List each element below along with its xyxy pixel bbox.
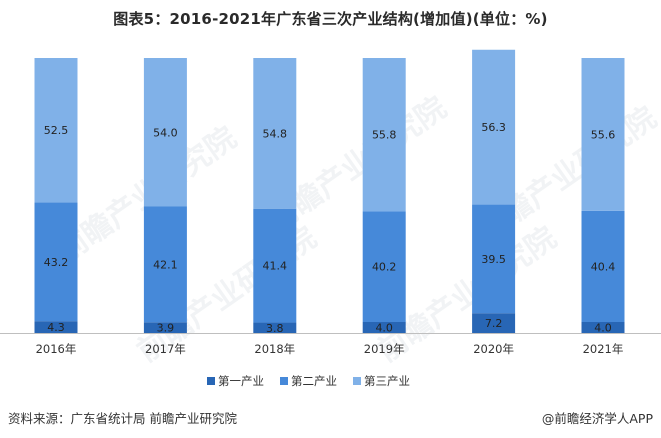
data-label: 4.0 (375, 322, 393, 335)
x-tick-label: 2020年 (473, 342, 514, 356)
data-label: 56.3 (481, 121, 506, 134)
data-label: 54.8 (263, 127, 288, 140)
bar-1-4 (362, 322, 406, 333)
legend-swatch (353, 377, 361, 385)
legend-label: 第二产业 (291, 374, 337, 388)
brand-credit: @前瞻经济学人APP (541, 411, 653, 426)
bar-3-1 (34, 58, 78, 203)
legend-label: 第三产业 (364, 374, 410, 388)
legend-swatch (280, 377, 288, 385)
bar-2-1 (34, 202, 78, 322)
source-note: 资料来源：广东省统计局 前瞻产业研究院 (8, 411, 237, 426)
bar-1-5 (472, 313, 516, 333)
x-tick-label: 2019年 (364, 342, 405, 356)
chart-title: 图表5：2016-2021年广东省三次产业结构(增加值)(单位：%) (113, 10, 548, 28)
data-label: 3.8 (266, 322, 284, 335)
data-label: 41.4 (263, 260, 288, 273)
bar-3-5 (472, 49, 516, 205)
data-label: 52.5 (44, 124, 69, 137)
bar-2-4 (362, 211, 406, 322)
data-label: 4.0 (594, 322, 612, 335)
data-label: 40.4 (591, 260, 616, 273)
data-label: 42.1 (153, 258, 178, 271)
bar-1-2 (143, 322, 187, 333)
data-label: 4.3 (47, 321, 65, 334)
bar-2-5 (472, 204, 516, 314)
data-label: 54.0 (153, 126, 178, 139)
x-tick-label: 2017年 (145, 342, 186, 356)
bar-3-4 (362, 58, 406, 212)
x-tick-label: 2021年 (583, 342, 624, 356)
bar-1-6 (581, 322, 625, 333)
legend-label: 第一产业 (218, 374, 264, 388)
x-tick-label: 2018年 (254, 342, 295, 356)
bar-2-6 (581, 210, 625, 322)
bar-3-2 (143, 58, 187, 207)
bar-2-3 (253, 208, 297, 323)
bar-1-3 (253, 322, 297, 333)
bar-3-6 (581, 58, 625, 211)
data-label: 55.6 (591, 128, 616, 141)
data-label: 43.2 (44, 256, 69, 269)
bar-3-3 (253, 58, 297, 209)
data-label: 55.8 (372, 129, 397, 142)
legend-swatch (207, 377, 215, 385)
data-label: 39.5 (481, 253, 506, 266)
bar-2-2 (143, 206, 187, 323)
data-label: 7.2 (485, 317, 503, 330)
data-label: 40.2 (372, 261, 397, 274)
data-label: 3.9 (157, 322, 175, 335)
x-tick-label: 2016年 (36, 342, 77, 356)
bar-1-1 (34, 321, 78, 333)
